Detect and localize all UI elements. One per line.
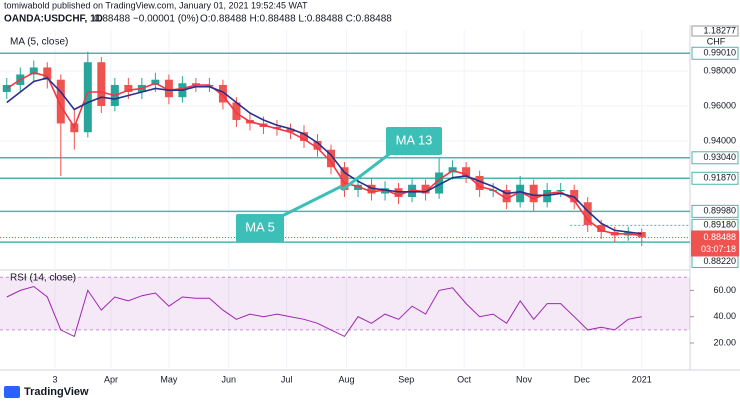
x-tick-label: May xyxy=(160,374,178,384)
author-line: tomiwabold published on TradingView.com,… xyxy=(4,0,308,10)
candle-body xyxy=(448,167,457,173)
rsi-legend: RSI (14, close) xyxy=(10,273,76,284)
candle-body xyxy=(421,184,430,194)
rsi-tick-label: 20.00 xyxy=(713,337,736,347)
top-label: 1.18277 xyxy=(703,25,736,35)
annotation-box xyxy=(236,214,284,242)
annotation-box xyxy=(386,127,442,155)
candle-body xyxy=(475,175,484,190)
currency: CHF xyxy=(707,36,726,46)
candle-body xyxy=(151,79,160,85)
level-label: 0.93040 xyxy=(703,152,736,162)
candle-body xyxy=(435,172,444,194)
ma-line xyxy=(6,71,642,237)
y-tick-label: 0.96000 xyxy=(703,100,736,110)
level-label: 0.99010 xyxy=(703,48,736,58)
x-tick-label: Sep xyxy=(398,374,414,384)
candle-body xyxy=(191,83,200,85)
rsi-tick-label: 40.00 xyxy=(713,311,736,321)
countdown: 03:07:18 xyxy=(701,244,736,254)
annotation-ma5: MA 5 xyxy=(236,184,343,242)
candle-body xyxy=(597,225,606,233)
rsi-tick-label: 60.00 xyxy=(713,285,736,295)
level-label-box xyxy=(691,151,739,165)
candle-body xyxy=(556,190,565,191)
quote: 0.88488 −0.00001 (0%) xyxy=(94,14,199,25)
candle-body xyxy=(543,190,552,203)
x-tick-label: Oct xyxy=(457,374,472,384)
level-label: 0.89180 xyxy=(703,220,736,230)
annotation-arrow xyxy=(341,150,393,192)
level-label: 0.88220 xyxy=(703,256,736,266)
rsi-line xyxy=(6,285,642,338)
annotation-ma13: MA 13 xyxy=(341,127,442,192)
x-tick-label: Jul xyxy=(281,374,293,384)
ma-line xyxy=(6,77,642,235)
candle-body xyxy=(164,79,173,98)
x-tick-label: Aug xyxy=(338,374,354,384)
logo xyxy=(4,386,20,398)
candle-body xyxy=(2,84,11,92)
candle-body xyxy=(29,67,38,75)
x-tick-label: Jun xyxy=(221,374,236,384)
annotation-arrow xyxy=(277,184,343,220)
level-label: 0.89980 xyxy=(703,206,736,216)
level-label-box xyxy=(691,204,739,218)
candle-body xyxy=(516,184,525,203)
candle-body xyxy=(583,202,592,226)
last-price-label: 0.88488 xyxy=(703,232,736,242)
candle-body xyxy=(394,188,403,198)
candle-body xyxy=(570,190,579,203)
level-label: 0.91870 xyxy=(703,173,736,183)
x-tick-label: 3 xyxy=(52,374,57,384)
annotation-text: MA 5 xyxy=(245,219,275,234)
candle-body xyxy=(218,84,227,103)
y-tick-label: 0.98000 xyxy=(703,65,736,75)
candle-body xyxy=(313,140,322,150)
candle-body xyxy=(327,149,336,168)
annotation-text: MA 13 xyxy=(396,132,433,147)
candle-body xyxy=(97,62,106,106)
x-tick-label: Apr xyxy=(104,374,118,384)
candle-body xyxy=(529,184,538,203)
rsi-band xyxy=(0,277,690,330)
candle-body xyxy=(462,167,471,176)
last-price-box xyxy=(691,230,739,257)
candle-body xyxy=(354,184,363,190)
top-label-box xyxy=(691,25,739,37)
level-label-box xyxy=(691,46,739,60)
x-tick-label: 2021 xyxy=(632,374,652,384)
x-tick-label: Nov xyxy=(516,374,533,384)
ma-legend: MA (5, close) xyxy=(10,37,68,48)
level-label-box xyxy=(691,171,739,185)
candle-body xyxy=(408,184,417,198)
footer: TradingView xyxy=(24,386,89,398)
candle-body xyxy=(502,190,511,203)
candle-body xyxy=(272,126,281,129)
candle-body xyxy=(83,62,92,133)
ohlc: O:0.88488 H:0.88488 L:0.88488 C:0.88488 xyxy=(200,14,392,25)
candle-body xyxy=(232,102,241,120)
symbol: OANDA:USDCHF, 1D xyxy=(4,14,103,25)
x-tick-label: Dec xyxy=(574,374,591,384)
candle-body xyxy=(43,67,52,80)
candle-body xyxy=(124,84,133,92)
candle-body xyxy=(299,132,308,141)
candle-body xyxy=(286,128,295,133)
y-tick-label: 0.94000 xyxy=(703,135,736,145)
candle-body xyxy=(56,79,65,124)
candle-body xyxy=(340,167,349,190)
candle-body xyxy=(367,184,376,194)
